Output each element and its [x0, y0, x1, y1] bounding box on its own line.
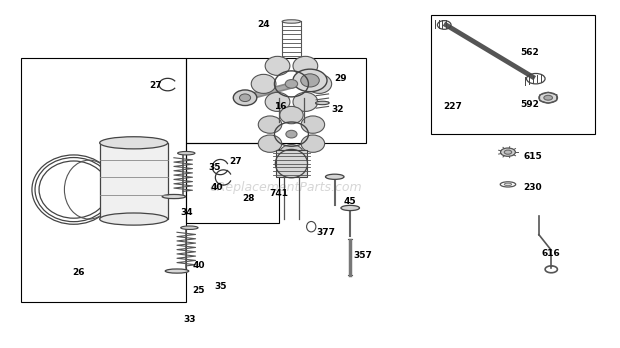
Ellipse shape [177, 151, 195, 155]
Ellipse shape [259, 116, 281, 133]
Ellipse shape [239, 94, 250, 102]
Text: eReplacementParts.com: eReplacementParts.com [209, 181, 361, 195]
Text: 40: 40 [211, 183, 224, 192]
Ellipse shape [293, 56, 317, 76]
Ellipse shape [265, 92, 290, 111]
Text: 616: 616 [542, 249, 560, 258]
Ellipse shape [504, 150, 511, 154]
Ellipse shape [280, 106, 303, 124]
Text: 615: 615 [523, 152, 542, 161]
Bar [431, 15, 595, 134]
Ellipse shape [307, 74, 332, 93]
Text: 32: 32 [332, 105, 344, 114]
Text: 27: 27 [229, 157, 242, 166]
Text: 35: 35 [214, 282, 227, 291]
Ellipse shape [500, 148, 515, 156]
Ellipse shape [100, 213, 168, 225]
Ellipse shape [282, 20, 301, 23]
Ellipse shape [265, 56, 290, 76]
Ellipse shape [180, 226, 198, 229]
Ellipse shape [539, 93, 557, 103]
Text: 45: 45 [344, 197, 356, 206]
Ellipse shape [100, 137, 168, 149]
Ellipse shape [341, 205, 360, 211]
Text: 34: 34 [180, 208, 193, 216]
Ellipse shape [259, 135, 281, 152]
Ellipse shape [233, 90, 257, 105]
Text: 592: 592 [520, 100, 539, 109]
Text: 35: 35 [208, 163, 221, 172]
Ellipse shape [293, 69, 327, 92]
Text: 230: 230 [523, 183, 542, 192]
Ellipse shape [504, 183, 511, 185]
Text: 16: 16 [274, 102, 286, 111]
Text: 227: 227 [443, 102, 462, 111]
Ellipse shape [285, 80, 298, 88]
Bar [100, 143, 168, 219]
Ellipse shape [326, 174, 344, 179]
Text: 377: 377 [316, 228, 335, 237]
Text: 27: 27 [149, 81, 162, 90]
Text: 40: 40 [192, 261, 205, 270]
Ellipse shape [301, 116, 325, 133]
Text: 24: 24 [257, 21, 270, 30]
Ellipse shape [280, 144, 303, 162]
Text: 26: 26 [72, 268, 84, 277]
Ellipse shape [293, 92, 317, 111]
Text: 357: 357 [353, 251, 372, 260]
Bar [21, 58, 186, 302]
Ellipse shape [162, 195, 185, 199]
Text: 33: 33 [183, 315, 196, 324]
Text: 741: 741 [270, 189, 289, 198]
Ellipse shape [286, 130, 297, 138]
Ellipse shape [301, 135, 325, 152]
Text: 562: 562 [520, 48, 539, 57]
Ellipse shape [301, 74, 319, 87]
Ellipse shape [251, 74, 276, 93]
Ellipse shape [316, 101, 329, 105]
Bar [186, 58, 366, 143]
Text: 29: 29 [335, 74, 347, 83]
Bar [186, 143, 279, 222]
Ellipse shape [544, 95, 552, 100]
Text: 25: 25 [192, 286, 205, 295]
Ellipse shape [166, 269, 188, 273]
Bar [276, 150, 307, 177]
Text: 28: 28 [242, 194, 254, 203]
